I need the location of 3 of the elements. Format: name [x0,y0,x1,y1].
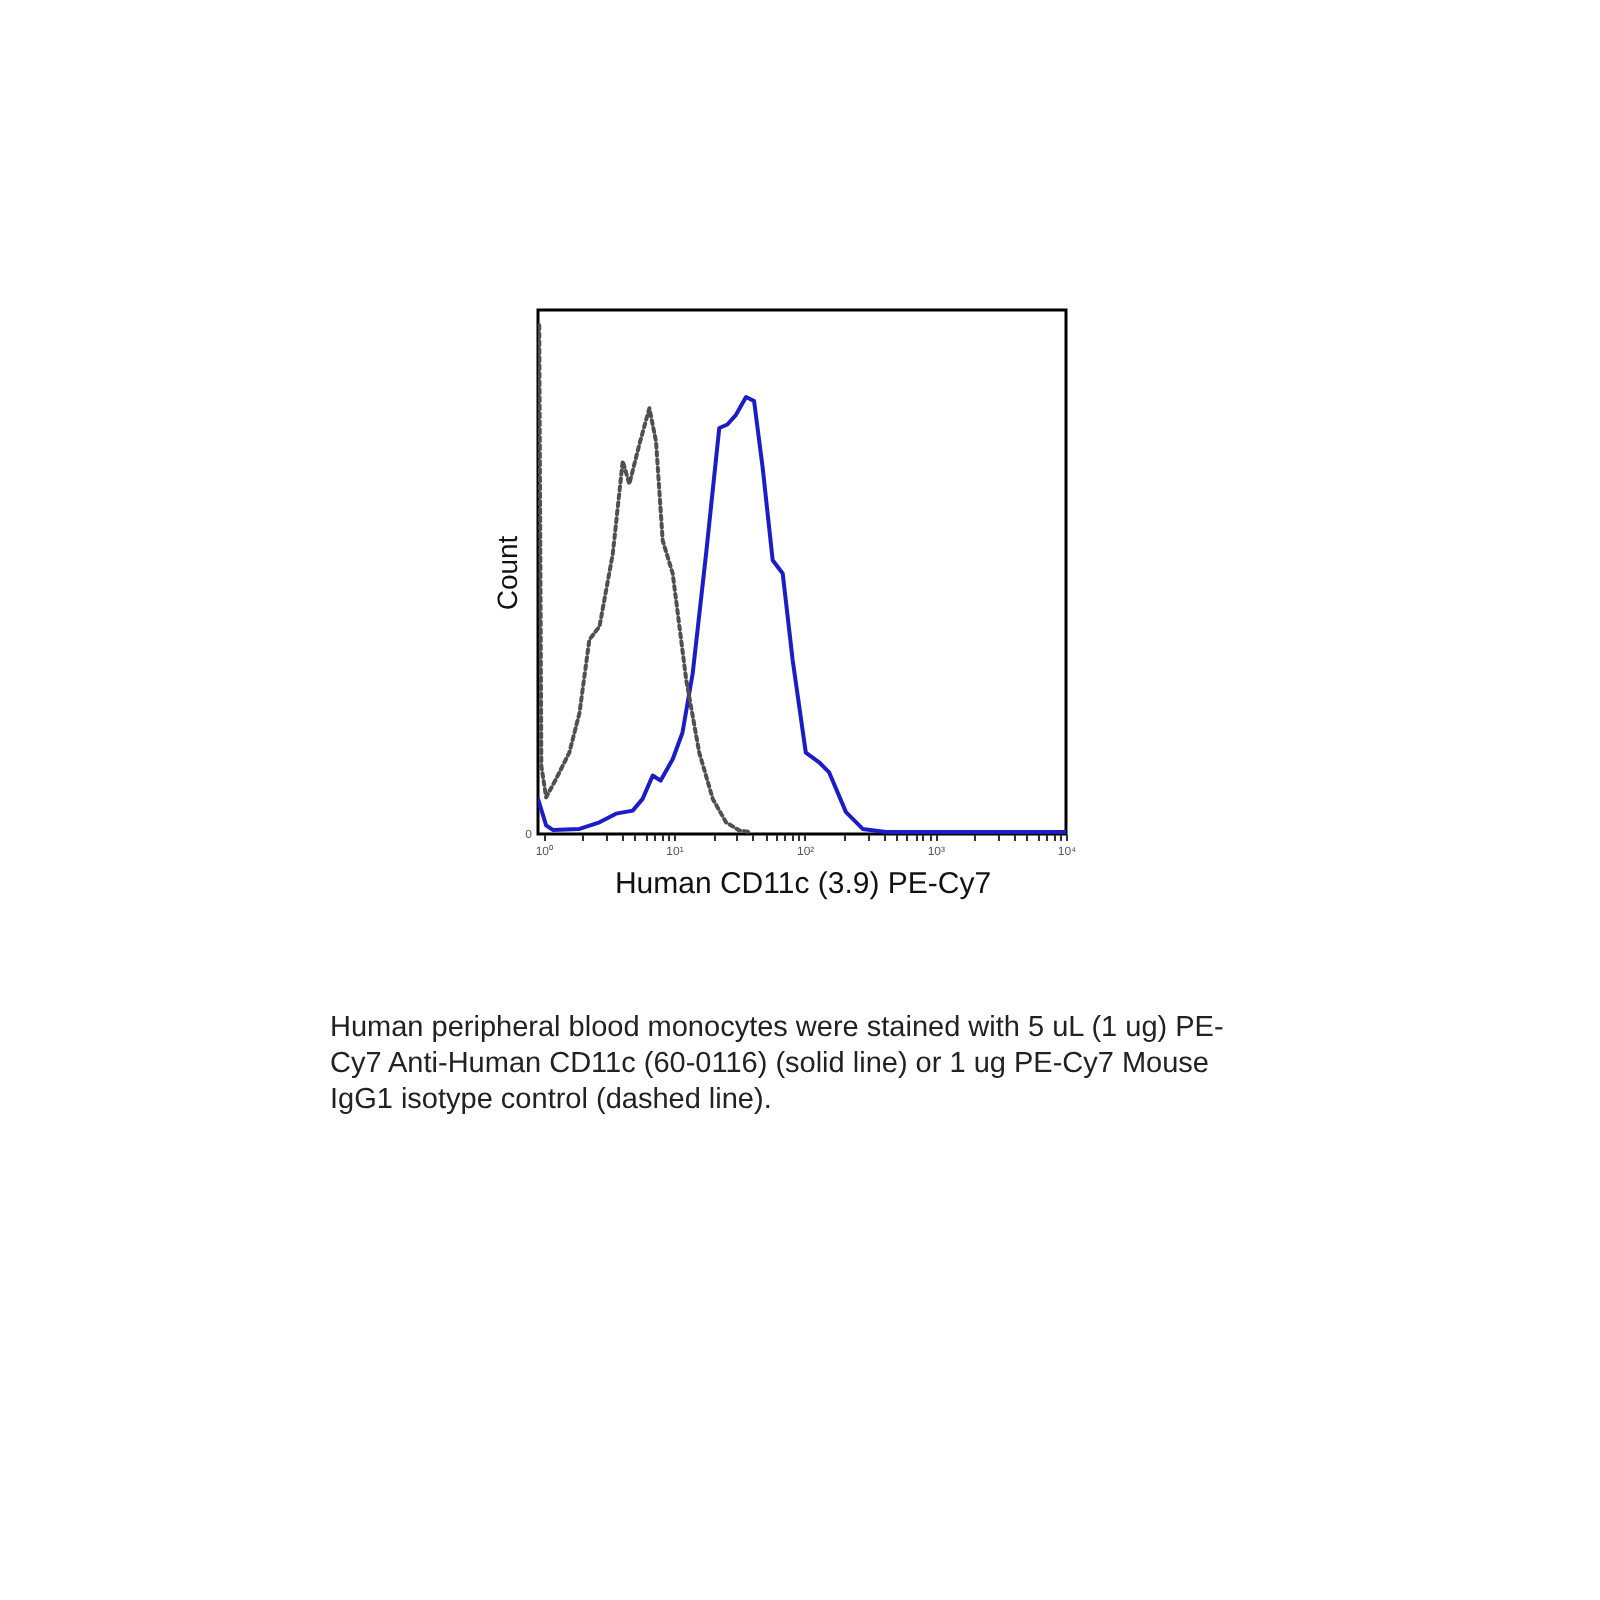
text: Human peripheral blood monocytes were stained with 5 uL (1 ug) PE-Cy7 Anti-Human CD11c (60-0116) (solid line) or 1 ug PE-Cy7 Mouse IgG1 isotype control (dashed line). [330,1012,1224,1116]
y-axis-title: Count [491,535,523,611]
x-axis-title: Human CD11c (3.9) PE-Cy7 [614,867,992,901]
